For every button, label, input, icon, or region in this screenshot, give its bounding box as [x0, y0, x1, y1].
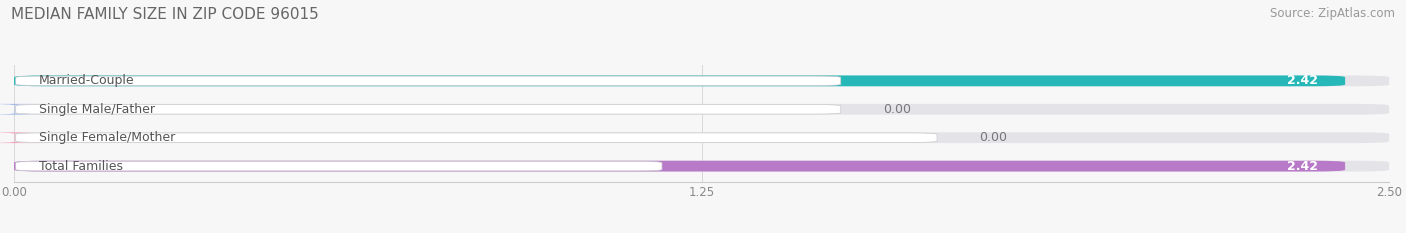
Text: Single Male/Father: Single Male/Father	[39, 103, 155, 116]
FancyBboxPatch shape	[14, 161, 1346, 171]
Text: 2.42: 2.42	[1286, 160, 1317, 173]
FancyBboxPatch shape	[14, 161, 1389, 171]
Text: Total Families: Total Families	[39, 160, 122, 173]
FancyBboxPatch shape	[14, 75, 1389, 86]
FancyBboxPatch shape	[14, 132, 1389, 143]
Text: MEDIAN FAMILY SIZE IN ZIP CODE 96015: MEDIAN FAMILY SIZE IN ZIP CODE 96015	[11, 7, 319, 22]
FancyBboxPatch shape	[0, 104, 46, 115]
Text: Married-Couple: Married-Couple	[39, 74, 135, 87]
FancyBboxPatch shape	[14, 75, 1346, 86]
Text: 0.00: 0.00	[980, 131, 1007, 144]
Text: 2.42: 2.42	[1286, 74, 1317, 87]
FancyBboxPatch shape	[15, 161, 662, 171]
FancyBboxPatch shape	[14, 104, 1389, 115]
FancyBboxPatch shape	[0, 132, 46, 143]
FancyBboxPatch shape	[15, 76, 841, 86]
FancyBboxPatch shape	[15, 105, 841, 114]
Text: Single Female/Mother: Single Female/Mother	[39, 131, 176, 144]
FancyBboxPatch shape	[15, 133, 936, 142]
Text: 0.00: 0.00	[883, 103, 911, 116]
Text: Source: ZipAtlas.com: Source: ZipAtlas.com	[1270, 7, 1395, 20]
